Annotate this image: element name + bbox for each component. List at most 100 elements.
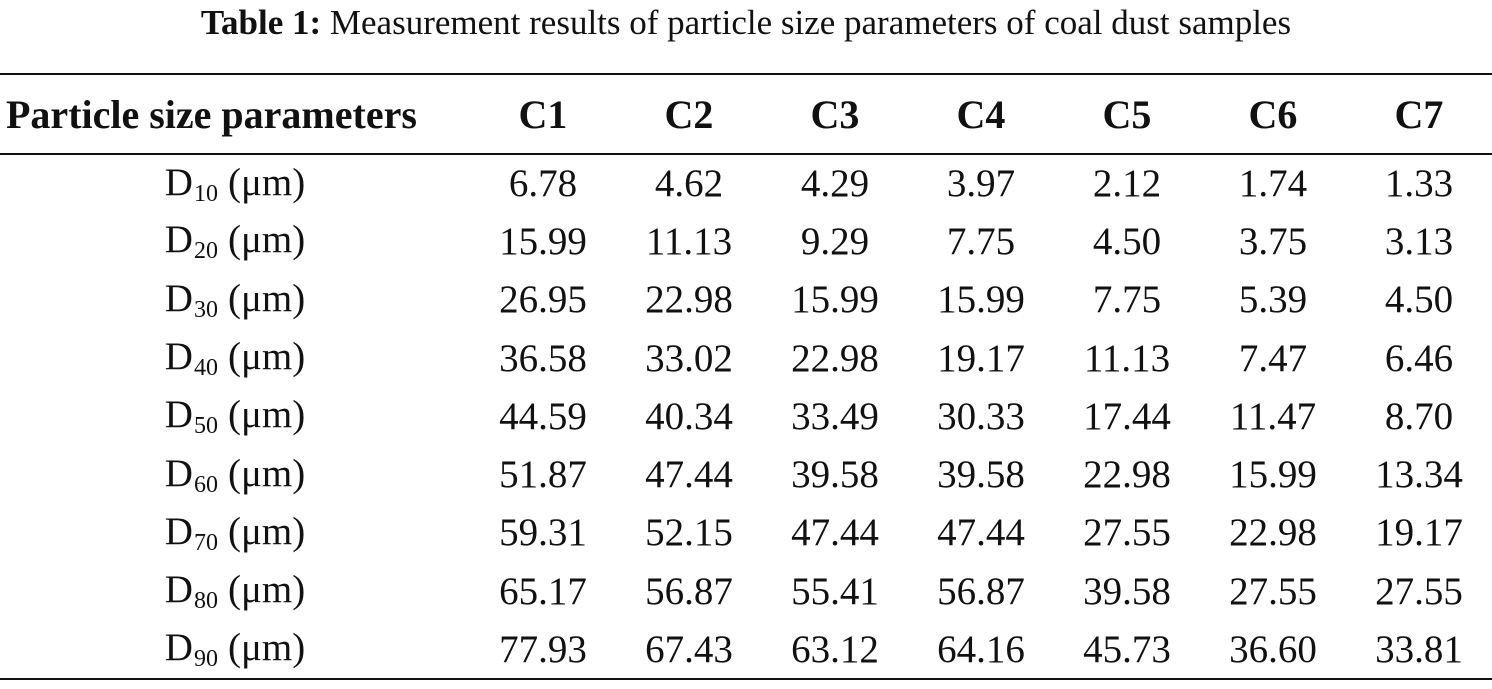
parameter-unit: (μm) bbox=[227, 393, 306, 437]
caption-label: Table 1: bbox=[200, 3, 322, 42]
value-cell: 4.29 bbox=[800, 162, 870, 206]
parameter-unit: (μm) bbox=[227, 335, 306, 379]
value-cell: 6.46 bbox=[1384, 336, 1454, 380]
value-cell: 22.98 bbox=[791, 336, 879, 380]
column-header-c1: C1 bbox=[470, 73, 616, 155]
value-cell: 3.97 bbox=[946, 162, 1016, 206]
parameter-subscript: 90 bbox=[193, 646, 218, 673]
value-cell: 22.98 bbox=[645, 278, 733, 322]
value-cell: 4.62 bbox=[654, 162, 724, 206]
value-cell: 59.31 bbox=[499, 511, 587, 555]
value-cell: 22.98 bbox=[1229, 511, 1317, 555]
parameter-unit: (μm) bbox=[227, 509, 306, 553]
value-cell: 51.87 bbox=[499, 453, 587, 497]
parameter-symbol: D bbox=[164, 626, 193, 670]
value-cell: 4.50 bbox=[1384, 278, 1454, 322]
value-cell: 40.34 bbox=[645, 394, 733, 438]
parameter-cell: D80 (μm) bbox=[0, 562, 470, 620]
value-cell: 33.02 bbox=[645, 336, 733, 380]
value-cell: 36.58 bbox=[499, 336, 587, 380]
table-row: D60 (μm) 51.87 47.44 39.58 39.58 22.98 15.99 13.… bbox=[0, 445, 1492, 503]
value-cell: 56.87 bbox=[645, 569, 733, 613]
value-cell: 39.58 bbox=[791, 453, 879, 497]
value-cell: 39.58 bbox=[1083, 569, 1171, 613]
table-body: D10 (μm) 6.78 4.62 4.29 3.97 2.12 1.74 1.33 D20 (μ… bbox=[0, 154, 1492, 680]
value-cell: 15.99 bbox=[1229, 453, 1317, 497]
value-cell: 1.74 bbox=[1238, 162, 1308, 206]
value-cell: 56.87 bbox=[937, 569, 1025, 613]
value-cell: 19.17 bbox=[1375, 511, 1463, 555]
parameter-cell: D20 (μm) bbox=[0, 212, 470, 270]
table-row: D70 (μm) 59.31 52.15 47.44 47.44 27.55 22.98 19.… bbox=[0, 504, 1492, 562]
parameter-symbol: D bbox=[164, 276, 193, 320]
value-cell: 67.43 bbox=[616, 620, 762, 680]
value-cell: 13.34 bbox=[1375, 453, 1463, 497]
table-row: D20 (μm) 15.99 11.13 9.29 7.75 4.50 3.75 3.13 bbox=[0, 212, 1492, 270]
value-cell: 22.98 bbox=[1083, 453, 1171, 497]
table-row: D90 (μm) 77.93 67.43 63.12 64.16 45.73 36.60 33.… bbox=[0, 620, 1492, 680]
value-cell: 27.55 bbox=[1375, 569, 1463, 613]
parameter-cell: D10 (μm) bbox=[0, 154, 470, 212]
caption-text: Measurement results of particle size par… bbox=[329, 3, 1292, 42]
value-cell: 3.75 bbox=[1238, 219, 1308, 263]
value-cell: 19.17 bbox=[937, 336, 1025, 380]
parameter-unit: (μm) bbox=[227, 626, 306, 670]
value-cell: 52.15 bbox=[645, 511, 733, 555]
parameter-unit: (μm) bbox=[227, 568, 306, 612]
table-row: D10 (μm) 6.78 4.62 4.29 3.97 2.12 1.74 1.33 bbox=[0, 154, 1492, 212]
value-cell: 45.73 bbox=[1054, 620, 1200, 680]
table-row: D50 (μm) 44.59 40.34 33.49 30.33 17.44 11.47 8.7… bbox=[0, 387, 1492, 445]
parameter-unit: (μm) bbox=[227, 276, 306, 320]
value-cell: 44.59 bbox=[499, 394, 587, 438]
value-cell: 33.81 bbox=[1346, 620, 1492, 680]
parameter-symbol: D bbox=[164, 393, 193, 437]
parameter-unit: (μm) bbox=[227, 451, 306, 495]
parameter-unit: (μm) bbox=[227, 218, 306, 262]
column-header-c3: C3 bbox=[762, 73, 908, 155]
parameter-symbol: D bbox=[164, 335, 193, 379]
value-cell: 30.33 bbox=[937, 394, 1025, 438]
column-header-c4: C4 bbox=[908, 73, 1054, 155]
value-cell: 47.44 bbox=[937, 511, 1025, 555]
value-cell: 15.99 bbox=[791, 278, 879, 322]
parameter-symbol: D bbox=[164, 160, 193, 204]
value-cell: 64.16 bbox=[908, 620, 1054, 680]
parameter-cell: D50 (μm) bbox=[0, 387, 470, 445]
value-cell: 9.29 bbox=[800, 219, 870, 263]
parameter-cell: D90 (μm) bbox=[0, 620, 470, 680]
table-row: D30 (μm) 26.95 22.98 15.99 15.99 7.75 5.39 4.50 bbox=[0, 271, 1492, 329]
value-cell: 77.93 bbox=[470, 620, 616, 680]
value-cell: 11.13 bbox=[1083, 336, 1171, 380]
value-cell: 33.49 bbox=[791, 394, 879, 438]
parameter-subscript: 30 bbox=[193, 296, 218, 323]
parameter-cell: D60 (μm) bbox=[0, 445, 470, 503]
table-row: D40 (μm) 36.58 33.02 22.98 19.17 11.13 7.47 6.46 bbox=[0, 329, 1492, 387]
value-cell: 36.60 bbox=[1200, 620, 1346, 680]
parameter-cell: D30 (μm) bbox=[0, 271, 470, 329]
table-row: D80 (μm) 65.17 56.87 55.41 56.87 39.58 27.55 27.… bbox=[0, 562, 1492, 620]
parameter-cell: D40 (μm) bbox=[0, 329, 470, 387]
value-cell: 47.44 bbox=[645, 453, 733, 497]
parameter-subscript: 20 bbox=[193, 238, 218, 265]
value-cell: 26.95 bbox=[499, 278, 587, 322]
value-cell: 11.47 bbox=[1229, 394, 1317, 438]
value-cell: 5.39 bbox=[1238, 278, 1308, 322]
value-cell: 1.33 bbox=[1384, 162, 1454, 206]
value-cell: 55.41 bbox=[791, 569, 879, 613]
parameter-subscript: 50 bbox=[193, 413, 218, 440]
parameter-symbol: D bbox=[164, 568, 193, 612]
column-header-c2: C2 bbox=[616, 73, 762, 155]
value-cell: 2.12 bbox=[1092, 162, 1162, 206]
value-cell: 11.13 bbox=[645, 219, 733, 263]
value-cell: 65.17 bbox=[499, 569, 587, 613]
parameter-subscript: 70 bbox=[193, 529, 218, 556]
parameter-symbol: D bbox=[164, 218, 193, 262]
parameter-symbol: D bbox=[164, 451, 193, 495]
value-cell: 7.75 bbox=[1092, 278, 1162, 322]
column-header-c6: C6 bbox=[1200, 73, 1346, 155]
value-cell: 39.58 bbox=[937, 453, 1025, 497]
parameter-subscript: 80 bbox=[193, 588, 218, 615]
parameter-unit: (μm) bbox=[227, 160, 306, 204]
table-caption: Table 1: Measurement results of particle… bbox=[0, 2, 1492, 44]
value-cell: 7.47 bbox=[1238, 336, 1308, 380]
